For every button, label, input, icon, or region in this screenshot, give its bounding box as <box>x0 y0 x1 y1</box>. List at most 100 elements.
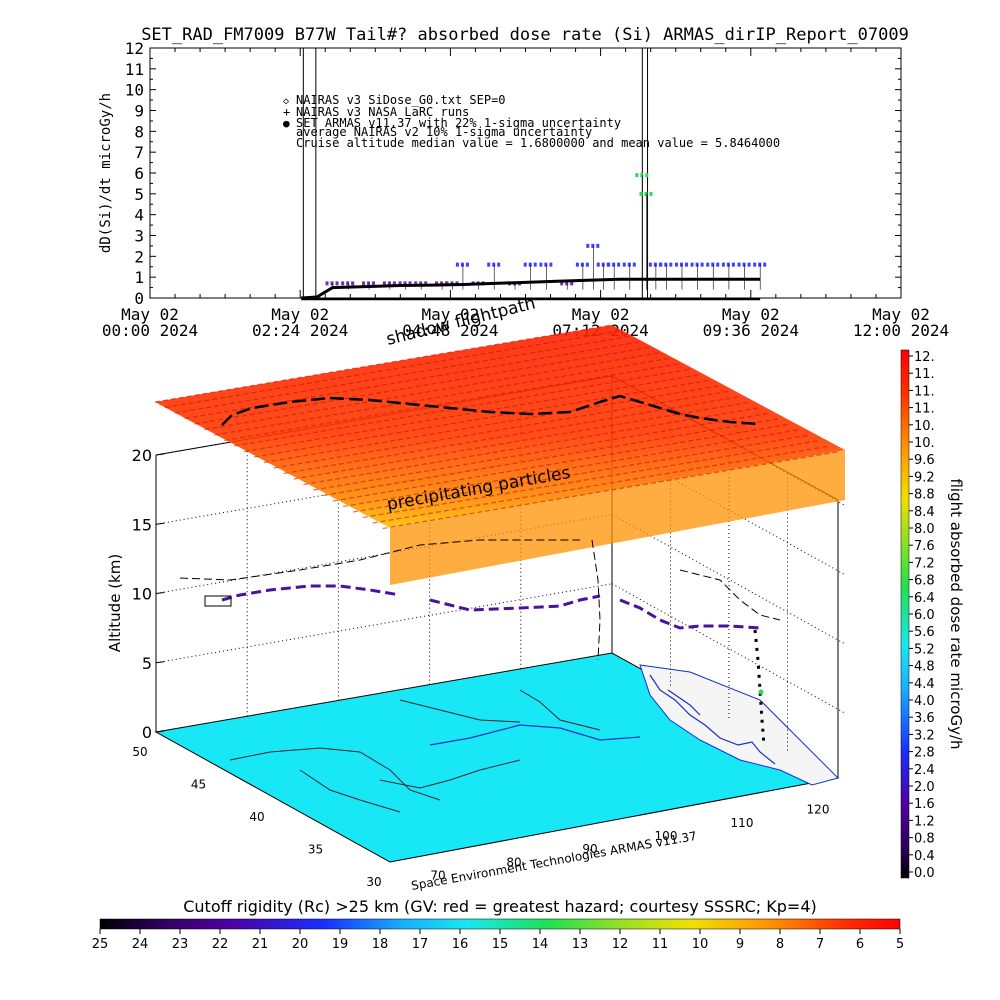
longitude-tick-label: 110 <box>731 816 754 830</box>
dose-dash-row <box>244 373 702 453</box>
rigidity-tick-label: 23 <box>172 937 189 952</box>
rigidity-tick-label: 17 <box>412 937 429 952</box>
rigidity-tick-label: 11 <box>652 937 669 952</box>
colorbar-tick-label: 0.4 <box>914 849 935 864</box>
x-tick-date: May 02 <box>572 305 630 324</box>
flight-track-lower <box>221 584 761 630</box>
colorbar-tick-label: 10. <box>914 419 935 434</box>
latitude-tick-label: 40 <box>249 810 264 824</box>
altitude-tick-label: 15 <box>132 515 152 534</box>
rigidity-tick-label: 8 <box>776 937 784 952</box>
dose-dash-row <box>154 324 613 403</box>
dose-dash-row <box>263 384 721 464</box>
latitude-tick-label: 45 <box>191 778 206 792</box>
x-tick-date: May 02 <box>271 305 329 324</box>
colorbar-tick-label: 3.6 <box>914 711 935 726</box>
colorbar-tick-label: 5.2 <box>914 642 935 657</box>
legend-symbol-2: ● <box>283 117 290 130</box>
colorbar-tick-label: 7.2 <box>914 556 935 571</box>
dose-colorbar-ticks: 12. 11. 11. 11. 10. 10. 9.6 9.2 8.8 8.4 8.0 7.6 7.2 6… <box>909 350 935 881</box>
altitude-tick-label: 0 <box>142 723 152 742</box>
y-tick-label: 10 <box>125 81 144 100</box>
colorbar-tick-label: 4.8 <box>914 660 935 675</box>
nairas-larc-line <box>301 277 761 300</box>
flight-track-upper <box>221 394 761 426</box>
x-tick-time: 09:36 2024 <box>703 321 799 340</box>
colorbar-tick-label: 9.2 <box>914 470 935 485</box>
colorbar-tick-label: 8.0 <box>914 522 935 537</box>
z-tick <box>155 661 165 664</box>
y-tick-label: 12 <box>125 39 144 58</box>
latitude-tick-label: 30 <box>366 875 381 889</box>
latitude-tick-label: 50 <box>132 745 147 759</box>
dose-dash-row <box>293 401 751 480</box>
rigidity-tick-label: 16 <box>452 937 469 952</box>
rigidity-tick-label: 19 <box>332 937 349 952</box>
longitude-tick-label: 80 <box>506 855 521 869</box>
y-tick-label: 6 <box>134 164 144 183</box>
origin-marker <box>204 595 232 607</box>
rigidity-tick-label: 12 <box>612 937 629 952</box>
z-tick <box>155 730 165 733</box>
longitude-tick-label: 70 <box>430 868 445 882</box>
colorbar-tick-label: 8.4 <box>914 505 935 520</box>
coastline <box>429 674 776 765</box>
legend: ◇ NAIRAS v3 SiDose_G0.txt SEP=0 + NAIRAS… <box>283 93 780 150</box>
dose-dash-row <box>303 406 761 486</box>
dose-dash-row <box>382 450 840 530</box>
land-region <box>639 664 839 786</box>
dose-dash-row <box>184 340 642 420</box>
dose-dash-row <box>253 379 712 458</box>
x-tick-time: 00:00 2024 <box>102 321 198 340</box>
rigidity-tick-label: 10 <box>692 937 709 952</box>
dose-dash-row <box>333 423 791 502</box>
colorbar-tick-label: 4.0 <box>914 694 935 709</box>
altitude-tick-labels: 0 5 10 15 20 <box>132 446 165 742</box>
colorbar-tick-label: 3.2 <box>914 728 935 743</box>
colorbar-tick-label: 11. <box>914 384 935 399</box>
colorbar-tick-label: 12. <box>914 350 935 365</box>
colorbar-tick-label: 1.2 <box>914 814 935 829</box>
altitude-tick-label: 10 <box>132 585 152 604</box>
y-tick-label: 7 <box>134 143 144 162</box>
dose-dash-row <box>372 445 830 524</box>
longitude-tick-label: 100 <box>655 829 678 843</box>
colorbar-tick-label: 2.4 <box>914 763 935 778</box>
rigidity-bar <box>99 918 901 930</box>
y-tick-label: 9 <box>134 102 144 121</box>
colorbar-tick-label: 8.8 <box>914 488 935 503</box>
ground-map <box>154 652 840 863</box>
latitude-tick-label: 35 <box>308 843 323 857</box>
rigidity-tick-label: 20 <box>292 937 309 952</box>
colorbar-tick-label: 7.6 <box>914 539 935 554</box>
rigidity-bar-label: Cutoff rigidity (Rc) >25 km (GV: red = g… <box>183 897 817 916</box>
descent-track <box>753 629 766 746</box>
colorbar-tick-label: 6.4 <box>914 591 935 606</box>
rigidity-tick-label: 24 <box>132 937 149 952</box>
colorbar-tick-label: 2.8 <box>914 746 935 761</box>
chart-title: SET_RAD_FM7009 B77W Tail#? absorbed dose… <box>141 25 909 45</box>
vertical-markers <box>302 48 649 298</box>
rigidity-tick-label: 7 <box>816 937 824 952</box>
y-tick-label: 2 <box>134 247 144 266</box>
dose-dash-row <box>174 335 632 414</box>
x-tick-time: 04:48 2024 <box>402 321 498 340</box>
legend-symbol-1: + <box>283 105 290 119</box>
dose-layer-front <box>390 450 845 585</box>
legend-text-1: NAIRAS v3 NASA LaRC runs <box>296 105 469 119</box>
y-tick-label: 4 <box>134 206 144 225</box>
legend-text-0: NAIRAS v3 SiDose_G0.txt SEP=0 <box>296 93 506 107</box>
z-tick <box>155 522 165 525</box>
top-series <box>301 173 768 301</box>
longitude-tick-labels: 70 80 90 100 110 120 <box>430 803 829 883</box>
rigidity-tick-label: 15 <box>492 937 509 952</box>
z-tick <box>155 592 165 594</box>
colorbar-tick-label: 10. <box>914 436 935 451</box>
top-axis-ticks <box>149 47 902 299</box>
dose-dash-row <box>164 329 622 409</box>
colorbar-tick-label: 1.6 <box>914 797 935 812</box>
rigidity-tick-label: 25 <box>92 937 109 952</box>
y-tick-label: 1 <box>134 268 144 287</box>
descent-point-green <box>758 689 764 695</box>
